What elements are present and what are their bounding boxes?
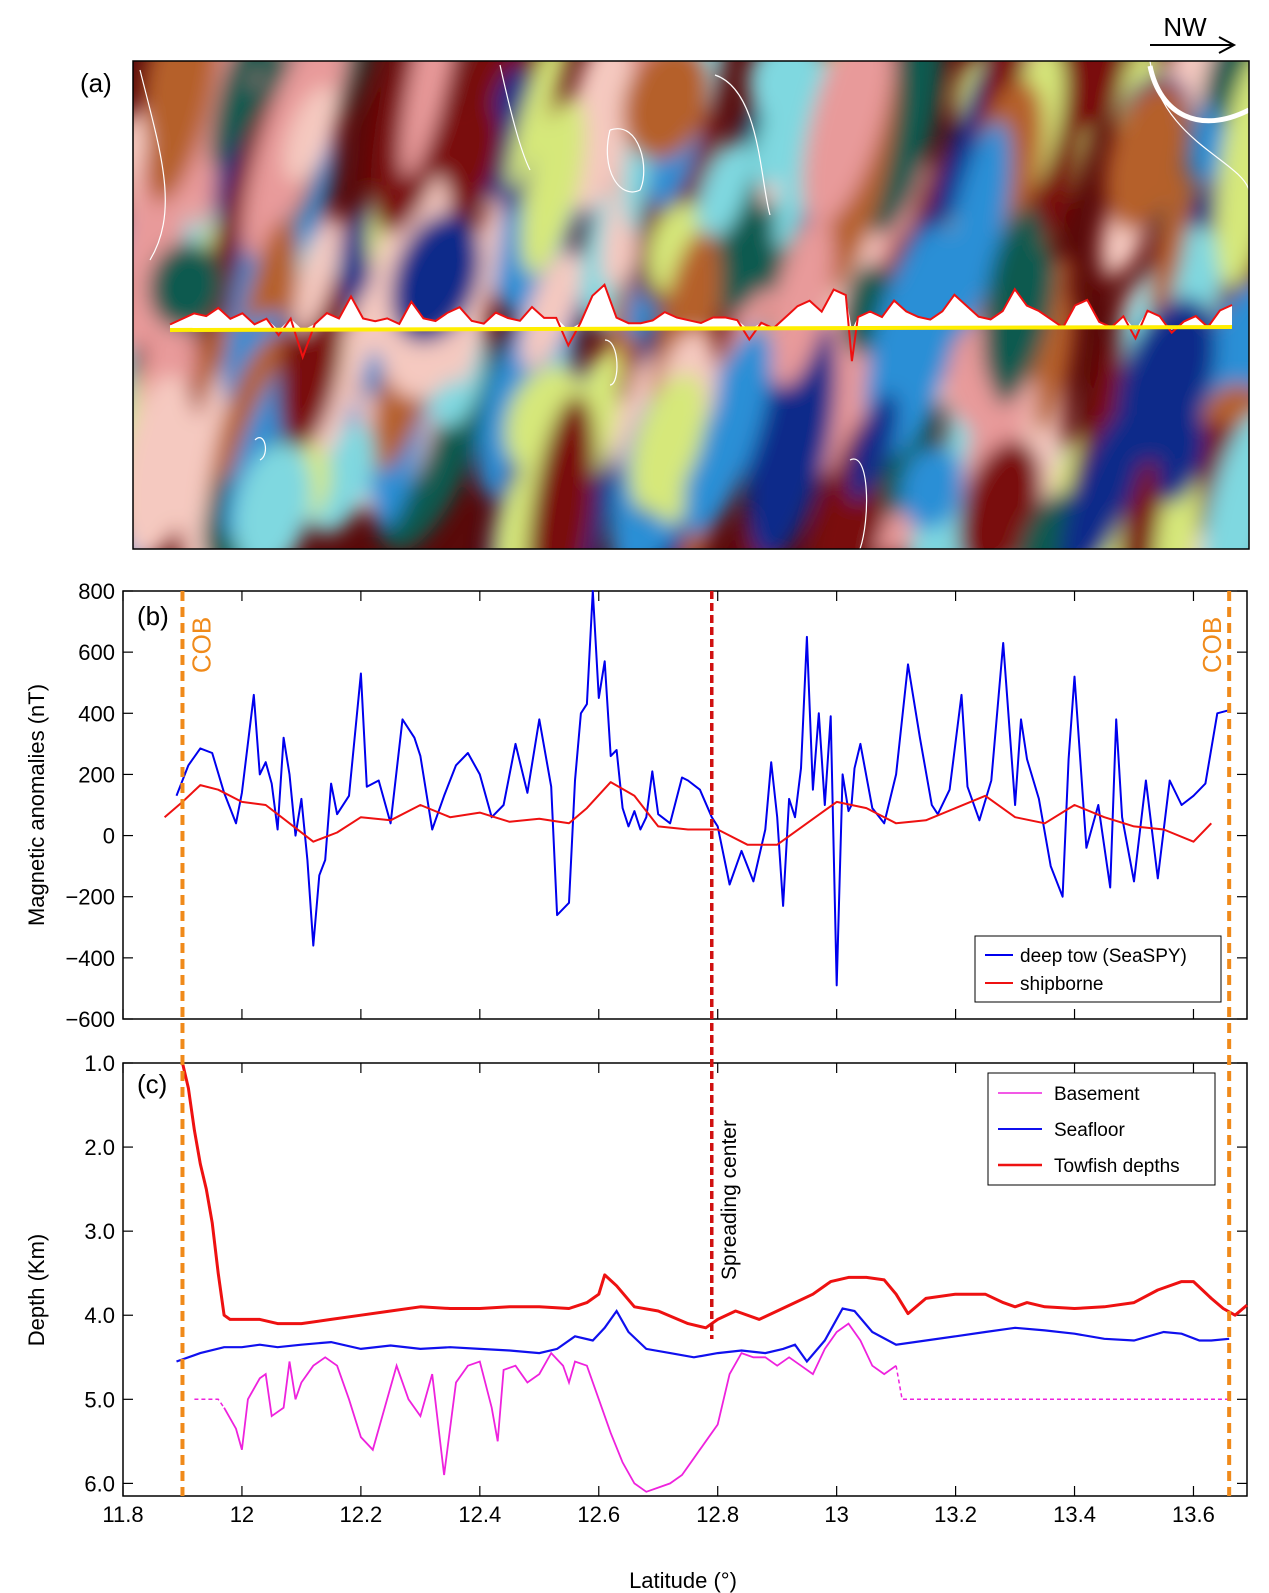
c-xtick-label: 12.8 [696,1502,739,1527]
c-xtick-label: 13.2 [934,1502,977,1527]
bathymetry-contour [714,74,771,216]
spreading-center-label: Spreading center [718,1120,741,1280]
panel-c-xlabel: Latitude (°) [629,1568,737,1593]
b-ytick-label: 600 [78,640,115,665]
c-xtick-label: 11.8 [102,1502,143,1527]
b-ytick-label: 400 [78,701,115,726]
map-anomaly-blob [1115,297,1217,463]
map-anomaly-blob [520,97,586,275]
bathymetry-contour [849,458,868,549]
basement-series-dashed-start [194,1398,225,1409]
legend-basement-label: Basement [1054,1084,1140,1105]
c-xtick-label: 12 [230,1502,254,1527]
direction-label: NW [1163,12,1207,42]
c-ytick-label: 5.0 [84,1387,115,1412]
map-anomaly-blob [507,61,573,190]
panel-c-ylabel: Depth (Km) [24,1234,49,1346]
bathymetry-contour-bold [1147,65,1249,124]
basement-series-dashed-end [895,1365,1230,1401]
map-anomaly-blob [942,121,1012,337]
panel-b-ylabel: Magnetic anomalies (nT) [24,684,49,926]
panel-a-label: (a) [80,68,112,98]
cob-label: COB [1197,617,1227,673]
bathymetry-contour [604,339,618,386]
depth-chart: (c) Depth (Km) Latitude (°) 11.8 12 12.2 12… [24,591,1248,1593]
map-anomaly-blob [1201,411,1249,549]
c-xtick-label: 13 [824,1502,848,1527]
b-ytick-label: 800 [78,579,115,604]
map-anomaly-blob [1215,61,1249,287]
map-anomaly-blob [294,213,342,333]
map-anomaly-blob [133,375,199,549]
legend-deep-tow-label: deep tow (SeaSPY) [1020,946,1187,967]
track-profile-fill [170,284,1232,330]
map-anomaly-blob [1016,492,1078,549]
magnetic-anomaly-map [133,61,1249,549]
towfish-series [181,1062,1248,1330]
north-west-arrow: NW [1150,12,1237,54]
map-anomaly-blob [900,446,964,530]
map-anomaly-blob [234,443,312,549]
map-anomaly-blob [748,61,826,124]
b-ytick-label: −400 [65,946,115,971]
bathymetry-contour [499,64,531,171]
c-xtick-label: 13.4 [1053,1502,1096,1527]
b-ytick-label: 0 [103,824,115,849]
map-anomaly-blob [683,326,773,536]
map-anomaly-blob [847,392,899,502]
map-anomaly-blob [622,61,712,161]
map-anomaly-blob [768,217,834,387]
map-anomaly-blob [148,242,224,330]
b-ytick-label: −200 [65,885,115,910]
map-anomaly-blob [696,140,752,242]
basement-series [223,1322,897,1493]
map-anomaly-blob [629,373,707,511]
legend-towfish-label: Towfish depths [1054,1156,1180,1177]
map-frame [132,60,1250,550]
c-ytick-label: 6.0 [84,1471,115,1496]
track-profile-line [169,283,1233,362]
bathymetry-contour [139,69,166,261]
c-ytick-label: 1.0 [84,1051,115,1076]
map-anomaly-blob [1148,171,1192,325]
map-anomaly-blob [802,61,896,225]
magnetic-anomaly-chart: (b) Magnetic anomalies (nT) 800 600 400 200… [24,579,1248,1032]
bathymetry-contour [606,128,645,193]
deep-tow-series [175,590,1230,987]
legend-shipborne-label: shipborne [1020,974,1103,995]
c-ytick-label: 3.0 [84,1219,115,1244]
c-xtick-label: 13.6 [1172,1502,1215,1527]
map-anomaly-blob [520,250,582,370]
c-ytick-label: 2.0 [84,1135,115,1160]
panel-b-label: (b) [137,601,169,631]
map-anomaly-blob [885,61,935,170]
bathymetry-contour [254,437,267,461]
b-ytick-label: 200 [78,762,115,787]
legend-c: Basement Seafloor Towfish depths [987,1072,1216,1186]
map-anomaly-blob [277,262,345,450]
map-anomaly-blob [1104,83,1188,231]
c-xtick-label: 12.6 [577,1502,620,1527]
shipborne-series [163,781,1213,846]
map-anomaly-blob [526,395,596,549]
map-anomaly-blob [454,195,502,387]
map-anomaly-blob [284,85,338,183]
c-xtick-label: 12.2 [339,1502,382,1527]
c-xtick-label: 12.4 [458,1502,501,1527]
panel-c-label: (c) [137,1069,167,1099]
legend-seafloor-label: Seafloor [1054,1120,1125,1141]
cob-label: COB [186,617,216,673]
map-anomaly-blob [1210,61,1249,129]
ship-track-line [169,325,1233,332]
legend-b: deep tow (SeaSPY) shipborne [974,935,1222,1003]
seafloor-series [176,1307,1230,1364]
map-anomaly-blob [146,61,222,203]
b-ytick-label: −600 [65,1007,115,1032]
c-ytick-label: 4.0 [84,1303,115,1328]
map-anomaly-blob [400,61,466,178]
